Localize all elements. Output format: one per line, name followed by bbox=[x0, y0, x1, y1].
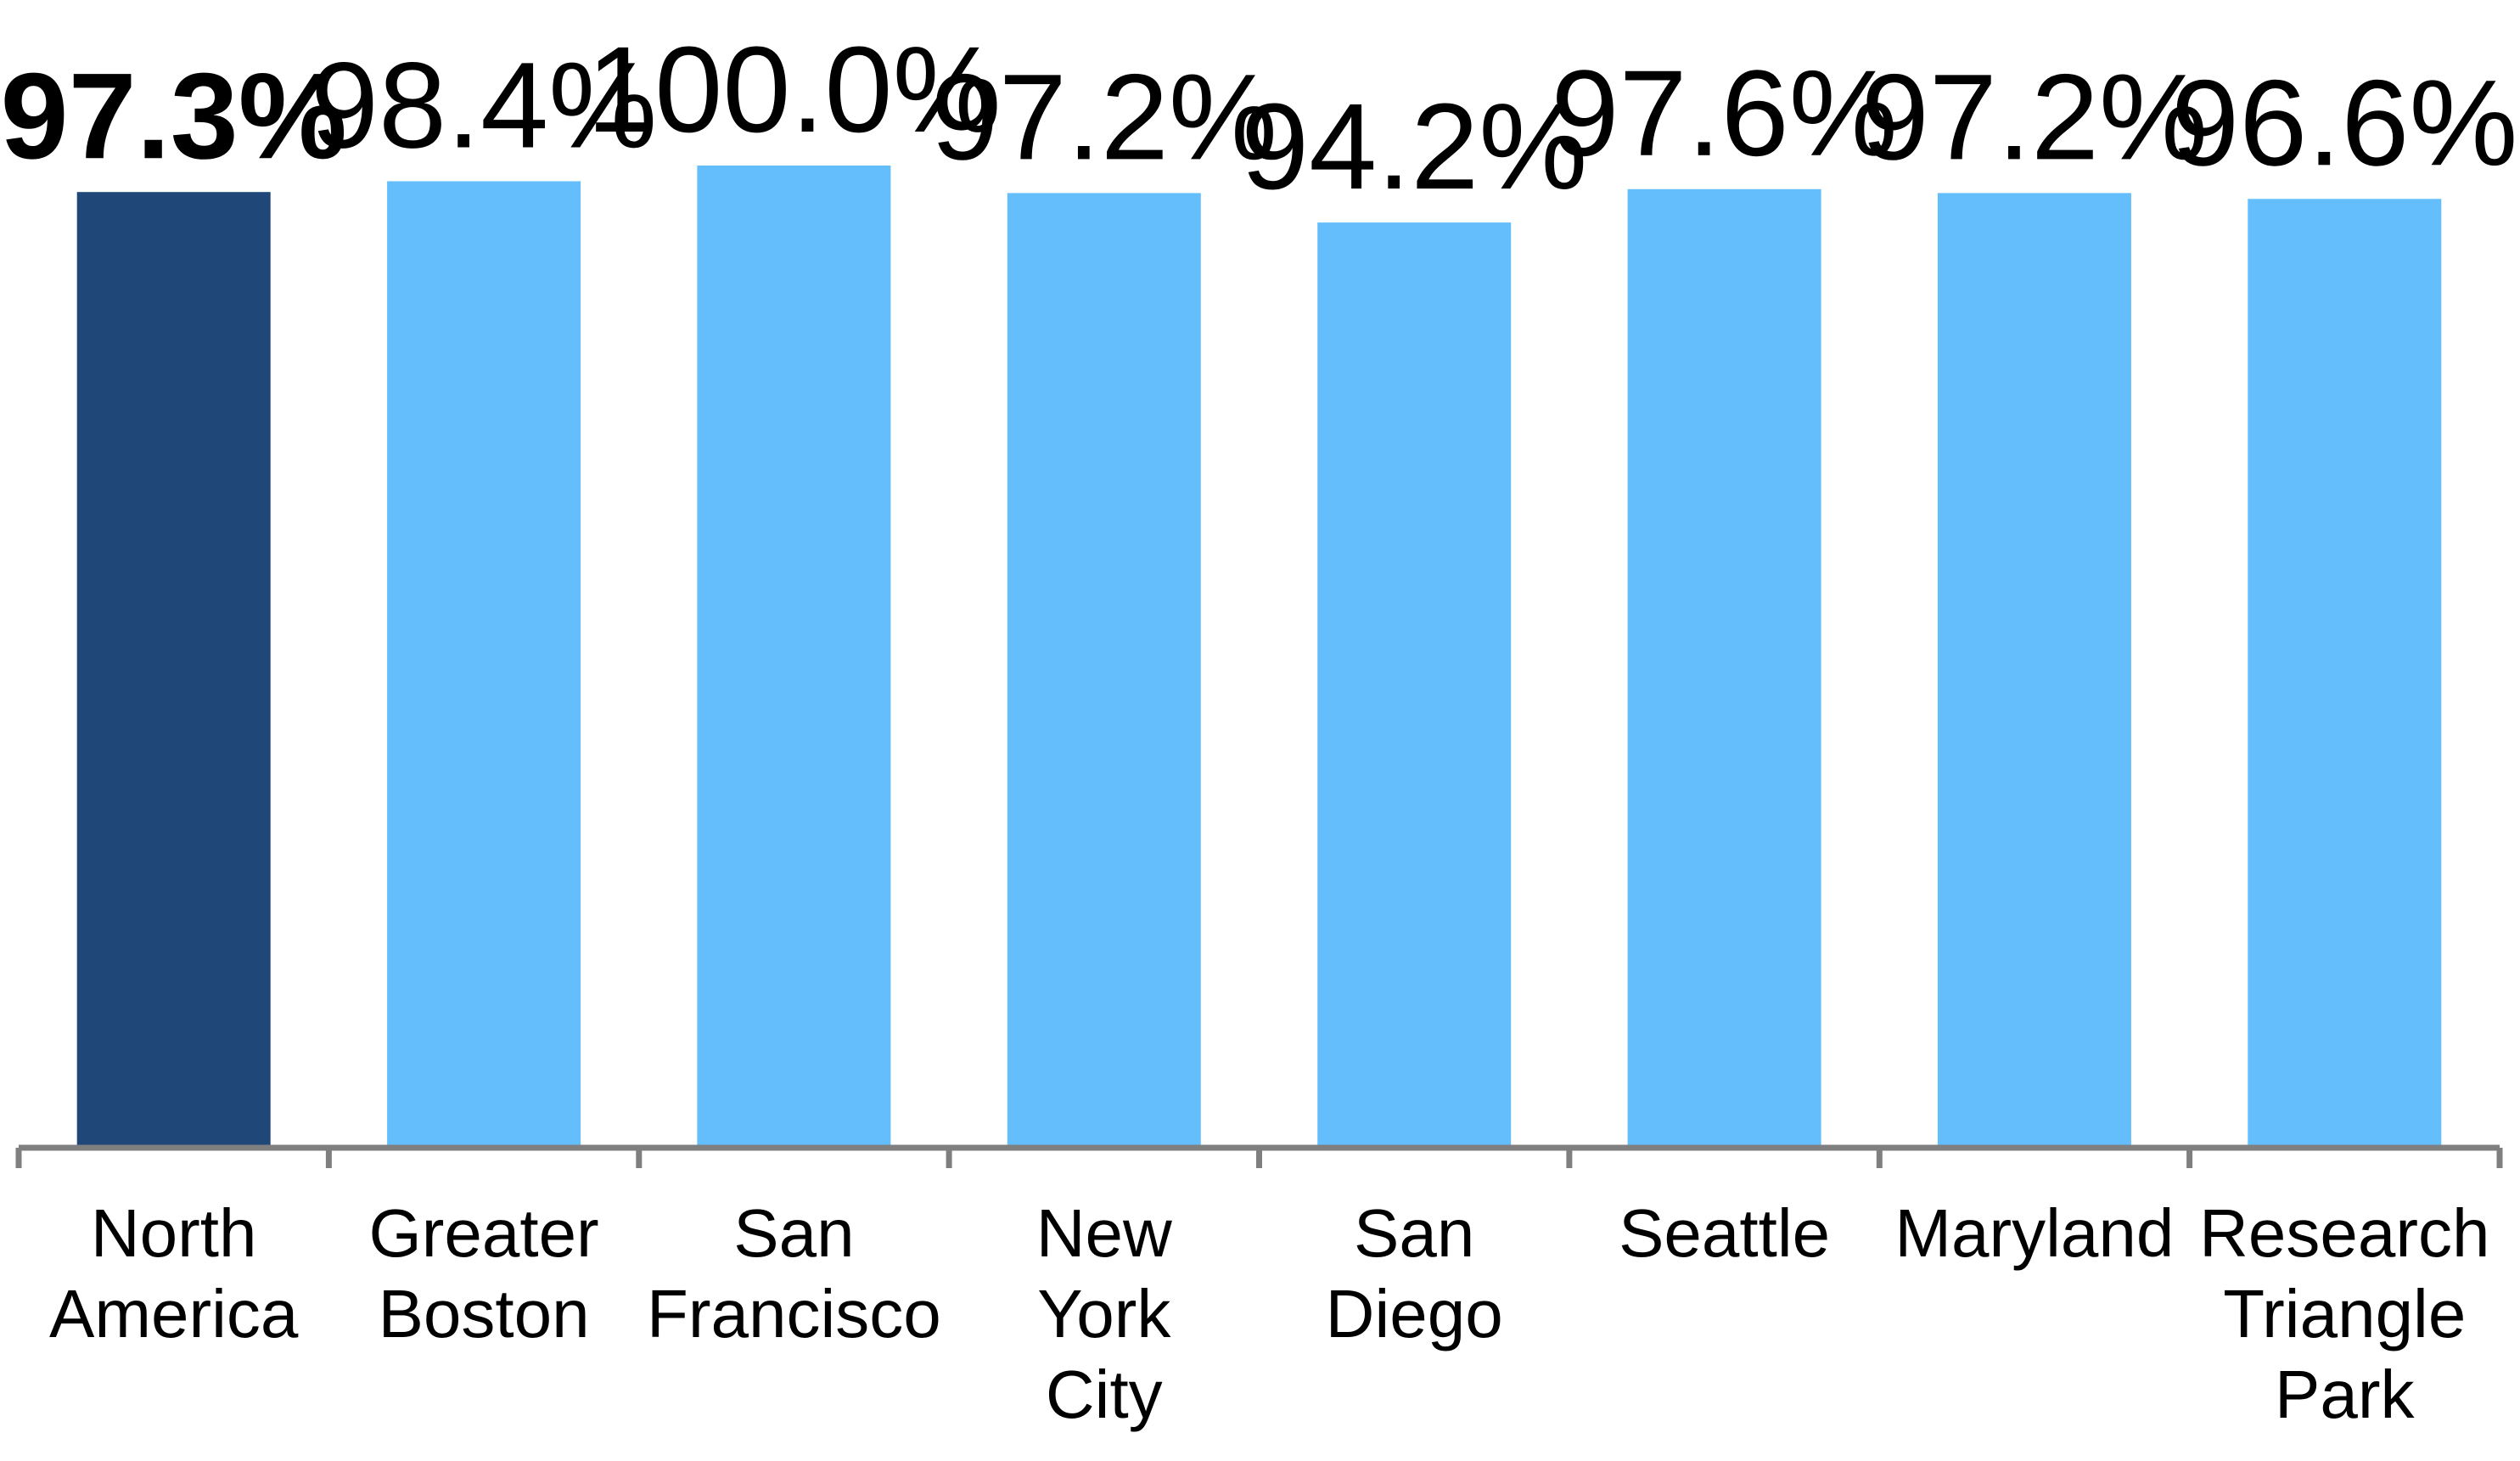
category-label-seattle: Seattle bbox=[1619, 1195, 1830, 1271]
category-label-line: Boston bbox=[379, 1276, 590, 1351]
value-label-north-america: 97.3% bbox=[1, 48, 347, 184]
category-label-line: North bbox=[91, 1195, 257, 1271]
category-label-research-triangle-park: Research Triangle Park bbox=[2199, 1195, 2489, 1432]
category-label-line: San bbox=[1354, 1195, 1474, 1271]
category-label-greater-boston: Greater Boston bbox=[368, 1195, 598, 1351]
category-label-line: York bbox=[1037, 1276, 1171, 1351]
category-label-north-america: North America bbox=[49, 1195, 299, 1351]
category-label-line: Diego bbox=[1326, 1276, 1503, 1351]
category-label-line: City bbox=[1046, 1357, 1163, 1432]
bar-greater-boston bbox=[387, 181, 581, 1148]
value-label-san-diego: 94.2% bbox=[1241, 78, 1587, 215]
bars-group bbox=[76, 166, 2442, 1149]
category-label-line: Greater bbox=[368, 1195, 598, 1271]
category-label-line: Francisco bbox=[647, 1276, 941, 1351]
bar-research-triangle-park bbox=[2248, 199, 2442, 1148]
value-label-san-francisco: 100.0% bbox=[587, 21, 1001, 158]
x-axis bbox=[15, 1144, 2503, 1168]
bar-san-francisco bbox=[697, 166, 891, 1148]
category-label-line: Park bbox=[2275, 1357, 2415, 1432]
bar-san-diego bbox=[1317, 222, 1512, 1149]
value-label-research-triangle-park: 96.6% bbox=[2171, 54, 2517, 191]
value-label-maryland: 97.2% bbox=[1861, 48, 2208, 185]
category-label-new-york-city: New York City bbox=[1036, 1195, 1172, 1432]
value-label-new-york-city: 97.2% bbox=[931, 48, 1277, 185]
category-label-line: Research bbox=[2199, 1195, 2489, 1271]
value-label-greater-boston: 98.4% bbox=[311, 37, 657, 174]
value-label-seattle: 97.6% bbox=[1551, 45, 1897, 182]
category-label-line: Seattle bbox=[1619, 1195, 1830, 1271]
bar-maryland bbox=[1937, 193, 2131, 1148]
category-label-line: Maryland bbox=[1894, 1195, 2174, 1271]
category-label-line: San bbox=[733, 1195, 854, 1271]
bar-north-america bbox=[76, 192, 271, 1149]
bar-seattle bbox=[1627, 188, 1821, 1148]
value-labels-group: 97.3%98.4%100.0%97.2%94.2%97.6%97.2%96.6… bbox=[1, 21, 2518, 215]
category-label-san-diego: San Diego bbox=[1326, 1195, 1503, 1351]
category-label-line: America bbox=[49, 1276, 299, 1351]
category-label-maryland: Maryland bbox=[1894, 1195, 2174, 1271]
bar-new-york-city bbox=[1007, 193, 1201, 1148]
category-label-san-francisco: San Francisco bbox=[647, 1195, 941, 1351]
category-label-line: New bbox=[1036, 1195, 1172, 1271]
category-label-line: Triangle bbox=[2223, 1276, 2466, 1351]
